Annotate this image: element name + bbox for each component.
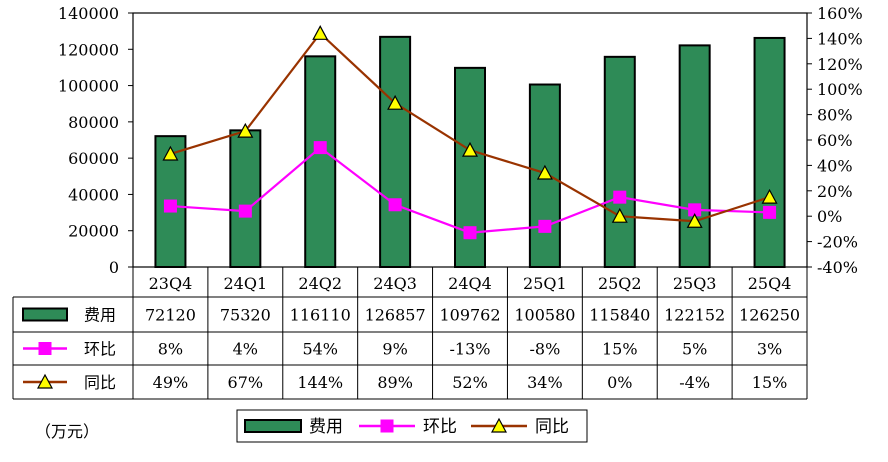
legend-label-2: 同比 (535, 417, 569, 437)
table-cell: 67% (228, 373, 264, 392)
right-axis-tick-label: -20% (817, 233, 858, 252)
table-cell: -13% (450, 340, 491, 359)
point-环比-24Q1 (238, 204, 252, 218)
table-cell: 0% (607, 373, 632, 392)
category-label-25Q4: 25Q4 (748, 274, 792, 293)
table-cell: -8% (529, 340, 560, 359)
point-同比-25Q2 (611, 207, 628, 223)
table-cell: 126250 (739, 306, 800, 325)
table-cell: 52% (452, 373, 488, 392)
point-同比-25Q3 (686, 213, 703, 228)
legend-marker-row-1 (38, 342, 52, 355)
right-axis-tick-label: 140% (817, 29, 863, 48)
table-cell: 116110 (290, 306, 351, 325)
right-axis-tick-label: 100% (817, 80, 863, 99)
category-label-24Q1: 24Q1 (224, 274, 268, 293)
category-label-24Q4: 24Q4 (448, 274, 492, 293)
legend-marker-bottom-1 (380, 419, 394, 433)
left-axis-tick-label: 20000 (68, 222, 119, 241)
category-label-25Q3: 25Q3 (673, 274, 717, 293)
table-cell: 75320 (220, 306, 271, 325)
table-row-header-1: 环比 (84, 340, 116, 359)
table-row-header-0: 费用 (84, 306, 116, 325)
bar-25Q4 (753, 36, 786, 269)
left-axis-tick-label: 80000 (68, 113, 119, 132)
table-cell: 9% (382, 340, 407, 359)
legend-label-1: 环比 (423, 417, 457, 437)
point-环比-24Q3 (388, 198, 402, 212)
point-环比-25Q4 (763, 205, 777, 219)
left-axis-tick-label: 0 (109, 258, 119, 277)
table-cell: 8% (158, 340, 183, 359)
table-cell: 72120 (145, 306, 196, 325)
table-cell: 15% (602, 340, 638, 359)
point-环比-25Q2 (613, 190, 627, 204)
table-cell: 89% (377, 373, 413, 392)
bar-24Q2 (304, 55, 337, 268)
table-cell: 100580 (514, 306, 575, 325)
category-label-25Q2: 25Q2 (598, 274, 642, 293)
left-axis-tick-label: 40000 (68, 185, 119, 204)
legend-marker-bottom-2 (490, 417, 508, 433)
bar-25Q3 (678, 44, 711, 268)
legend-key-row-0 (22, 307, 68, 322)
category-label-24Q2: 24Q2 (298, 274, 342, 293)
point-同比-24Q4 (461, 141, 479, 157)
table-cell: -4% (679, 373, 710, 392)
table-cell: 115840 (589, 306, 650, 325)
table-cell: 3% (757, 340, 782, 359)
table-row-header-2: 同比 (84, 373, 116, 392)
point-环比-24Q4 (463, 226, 477, 240)
right-axis-tick-label: 120% (817, 55, 863, 74)
point-同比-23Q4 (162, 145, 179, 161)
legend-marker-row-2 (36, 373, 54, 389)
point-环比-24Q2 (313, 141, 327, 155)
bar-24Q3 (379, 35, 412, 269)
table-cell: 15% (752, 373, 788, 392)
table-cell: 122152 (664, 306, 725, 325)
category-label-25Q1: 25Q1 (523, 274, 567, 293)
table-cell: 5% (682, 340, 707, 359)
right-axis-tick-label: 60% (817, 131, 853, 150)
point-同比-25Q1 (536, 164, 553, 180)
table-cell: 54% (302, 340, 338, 359)
right-axis-tick-label: 0% (817, 207, 842, 226)
point-环比-23Q4 (163, 199, 177, 213)
point-同比-24Q1 (237, 122, 254, 138)
left-axis-tick-label: 100000 (58, 77, 119, 96)
right-axis-tick-label: 40% (817, 156, 853, 175)
table-cell: 4% (233, 340, 258, 359)
point-环比-25Q1 (538, 219, 552, 233)
table-cell: 109762 (439, 306, 500, 325)
point-同比-24Q3 (387, 94, 404, 110)
left-axis-tick-label: 140000 (58, 4, 119, 23)
table-cell: 126857 (365, 306, 426, 325)
left-axis-tick-label: 60000 (68, 149, 119, 168)
table-cell: 49% (153, 373, 189, 392)
right-axis-tick-label: 20% (817, 182, 853, 201)
category-label-24Q3: 24Q3 (373, 274, 417, 293)
table-cell: 144% (297, 373, 343, 392)
point-同比-24Q2 (312, 25, 329, 40)
bar-25Q2 (603, 55, 636, 268)
left-axis-tick-label: 120000 (58, 40, 119, 59)
table-cell: 34% (527, 373, 563, 392)
legend-key-bottom-0 (244, 419, 302, 433)
right-axis-tick-label: -40% (817, 258, 858, 277)
right-axis-tick-label: 160% (817, 4, 863, 23)
point-同比-25Q4 (761, 188, 778, 204)
bar-24Q1 (229, 129, 262, 268)
legend-label-0: 费用 (309, 417, 343, 437)
category-label-23Q4: 23Q4 (149, 274, 193, 293)
unit-label: （万元） (35, 422, 99, 441)
right-axis-tick-label: 80% (817, 106, 853, 125)
